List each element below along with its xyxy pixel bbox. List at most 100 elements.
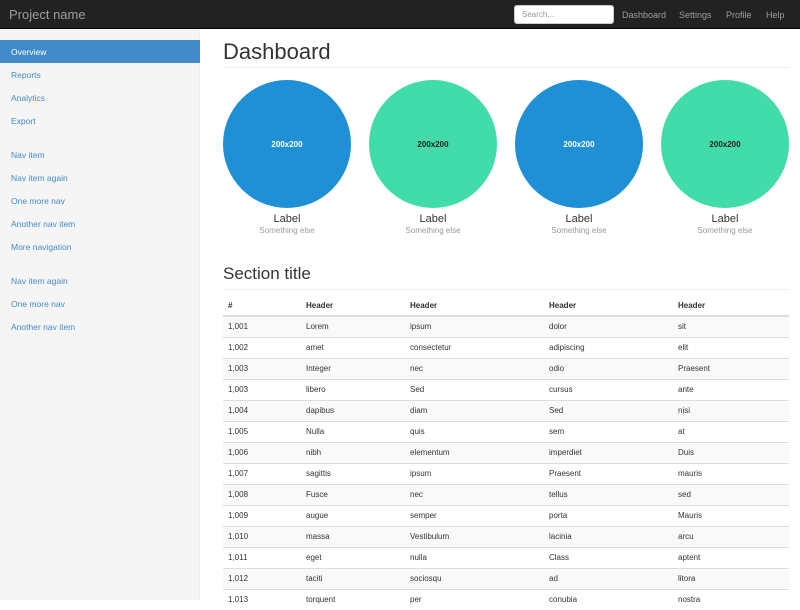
table-row: 1,008 Fusce nec tellus sed	[223, 483, 789, 505]
table-row: 1,005 Nulla quis sem at	[223, 420, 789, 442]
column-header[interactable]: Header	[405, 296, 544, 317]
table-cell: Integer	[301, 357, 405, 379]
table-cell: 1,003	[223, 357, 301, 379]
table-cell: ante	[673, 378, 789, 400]
table-cell: augue	[301, 504, 405, 526]
section-title: Section title	[223, 264, 311, 283]
table-row: 1,009 augue semper porta Mauris	[223, 504, 789, 526]
table-cell: libero	[301, 378, 405, 400]
sidebar-item[interactable]: Nav item again	[11, 173, 68, 183]
table-cell: aptent	[673, 546, 789, 568]
divider	[223, 67, 789, 68]
table-cell: 1,005	[223, 420, 301, 442]
table-cell: lacinia	[544, 525, 673, 547]
table-cell: nisi	[673, 399, 789, 421]
table-cell: Nulla	[301, 420, 405, 442]
sidebar-item[interactable]: One more nav	[11, 196, 65, 206]
table-cell: eget	[301, 546, 405, 568]
table-cell: Praesent	[544, 462, 673, 484]
placeholder-text: 200x200	[563, 139, 595, 149]
column-header[interactable]: Header	[673, 296, 789, 317]
data-table: # Header Header Header Header 1,001 Lorem ipsum…	[223, 296, 789, 610]
sidebar-item[interactable]: More navigation	[11, 242, 72, 252]
table-cell: litora	[673, 567, 789, 589]
table-row: 1,012 taciti sociosqu ad litora	[223, 567, 789, 589]
table-cell: nulla	[405, 546, 544, 568]
table-cell: cursus	[544, 378, 673, 400]
table-cell: elit	[673, 336, 789, 358]
sidebar-item[interactable]: One more nav	[11, 299, 65, 309]
placeholder-image: 200x200	[661, 80, 789, 208]
table-cell: arcu	[673, 525, 789, 547]
placeholder-text: 200x200	[709, 139, 741, 149]
table-cell: odio	[544, 357, 673, 379]
table-cell: 1,006	[223, 441, 301, 463]
table-cell: ad	[544, 567, 673, 589]
table-cell: 1,011	[223, 546, 301, 568]
sidebar-item[interactable]: Analytics	[11, 93, 46, 103]
divider	[223, 289, 789, 290]
nav-dashboard[interactable]: Dashboard	[622, 10, 667, 20]
table-cell: Fusce	[301, 483, 405, 505]
column-header[interactable]: Header	[544, 296, 673, 317]
table-cell: 1,001	[223, 315, 301, 337]
table-cell: dapibus	[301, 399, 405, 421]
table-cell: sit	[673, 315, 789, 337]
table-row: 1,001 Lorem ipsum dolor sit	[223, 315, 789, 337]
table-cell: ipsum	[405, 315, 544, 337]
sidebar-item[interactable]: Reports	[11, 70, 41, 80]
sidebar-item[interactable]: Nav item again	[11, 276, 68, 286]
table-row: 1,003 Integer nec odio Praesent	[223, 357, 789, 379]
table-cell: taciti	[301, 567, 405, 589]
table-cell: Duis	[673, 441, 789, 463]
placeholder-label: Label	[419, 213, 447, 225]
table-cell: consectetur	[405, 336, 544, 358]
table-cell: Sed	[405, 378, 544, 400]
table-cell: Mauris	[673, 504, 789, 526]
nav-settings[interactable]: Settings	[679, 10, 712, 20]
table-cell: semper	[405, 504, 544, 526]
nav-profile[interactable]: Profile	[726, 10, 752, 20]
sidebar-item[interactable]: Nav item	[11, 150, 45, 160]
placeholder-sublabel: Something else	[697, 226, 753, 235]
placeholder-sublabel: Something else	[551, 226, 607, 235]
top-navbar: Project name Dashboard Settings Profile …	[0, 0, 800, 29]
table-cell: nibh	[301, 441, 405, 463]
table-cell: amet	[301, 336, 405, 358]
table-row: 1,006 nibh elementum imperdiet Duis	[223, 441, 789, 463]
table-row: 1,007 sagittis ipsum Praesent mauris	[223, 462, 789, 484]
table-row: 1,003 libero Sed cursus ante	[223, 378, 789, 400]
table-cell: 1,009	[223, 504, 301, 526]
table-cell: at	[673, 420, 789, 442]
table-row: 1,010 massa Vestibulum lacinia arcu	[223, 525, 789, 547]
table-cell: Sed	[544, 399, 673, 421]
table-cell: 1,012	[223, 567, 301, 589]
placeholder-label: Label	[711, 213, 739, 225]
table-cell: sem	[544, 420, 673, 442]
placeholder-image: 200x200	[515, 80, 643, 208]
column-header[interactable]: Header	[301, 296, 405, 317]
sidebar-item[interactable]: Another nav item	[11, 219, 76, 229]
table-cell: porta	[544, 504, 673, 526]
placeholder-image: 200x200	[369, 80, 497, 208]
table-cell: tellus	[544, 483, 673, 505]
table-cell: elementum	[405, 441, 544, 463]
page-title: Dashboard	[223, 39, 331, 64]
sidebar-item[interactable]: Another nav item	[11, 322, 76, 332]
table-cell: nec	[405, 483, 544, 505]
placeholder-text: 200x200	[271, 139, 303, 149]
column-header[interactable]: #	[223, 296, 301, 317]
sidebar-item[interactable]: Export	[11, 116, 36, 126]
table-cell: 1,002	[223, 336, 301, 358]
table-cell: 1,007	[223, 462, 301, 484]
table-cell: diam	[405, 399, 544, 421]
table-cell: Praesent	[673, 357, 789, 379]
table-cell: sed	[673, 483, 789, 505]
table-cell: sagittis	[301, 462, 405, 484]
nav-help[interactable]: Help	[766, 10, 785, 20]
brand-link[interactable]: Project name	[9, 7, 86, 22]
table-cell: Lorem	[301, 315, 405, 337]
search-input[interactable]	[514, 5, 614, 24]
sidebar-item[interactable]: Overview	[0, 40, 200, 63]
placeholder-sublabel: Something else	[405, 226, 461, 235]
